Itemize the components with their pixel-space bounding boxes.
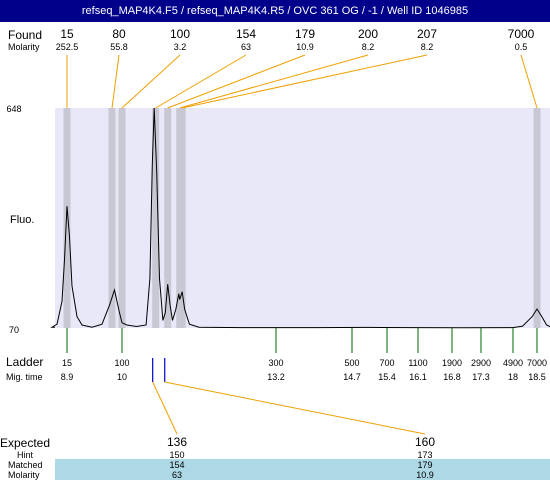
ladder-label: Ladder (6, 355, 43, 369)
found-peak-size: 15 (60, 27, 74, 41)
ladder-time-label: 15.4 (378, 372, 396, 382)
electropherogram-chart: Found Molarity Fluo. Ladder Mig. time Ex… (0, 27, 550, 480)
found-peak-molarity: 55.8 (110, 42, 128, 52)
ladder-size-label: 500 (344, 358, 359, 368)
ladder-size-label: 100 (114, 358, 129, 368)
matched-row-background (55, 459, 550, 469)
found-peak-size: 179 (295, 27, 315, 41)
ladder-size-label: 700 (379, 358, 394, 368)
ladder-time-label: 14.7 (343, 372, 361, 382)
ladder-size-label: 2900 (471, 358, 491, 368)
found-peak-size: 100 (170, 27, 190, 41)
plot-area (55, 108, 550, 328)
found-peak-molarity: 10.9 (296, 42, 314, 52)
expected-size: 136 (167, 435, 187, 449)
found-peak-connector (111, 54, 120, 109)
ladder-time-label: 16.1 (409, 372, 427, 382)
molarity-label: Molarity (8, 42, 40, 52)
expected-size: 160 (415, 435, 435, 449)
ladder-time-label: 17.3 (472, 372, 490, 382)
found-peak-molarity: 8.2 (362, 42, 375, 52)
expected-hint: 173 (417, 450, 432, 460)
ladder-size-label: 4900 (503, 358, 523, 368)
window-title: refseq_MAP4K4.F5 / refseq_MAP4K4.R5 / OV… (0, 0, 550, 22)
ladder-size-label: 7000 (527, 358, 547, 368)
fluo-label: Fluo. (10, 214, 34, 226)
found-peak-connector (182, 54, 428, 109)
found-peak-size: 154 (236, 27, 256, 41)
found-peak-connector (179, 54, 369, 109)
mig-time-label: Mig. time (6, 372, 43, 382)
ladder-time-label: 18.5 (528, 372, 546, 382)
hint-label: Hint (17, 450, 34, 460)
found-peak-size: 207 (417, 27, 437, 41)
expected-label: Expected (0, 436, 50, 450)
molarity-bottom-label: Molarity (8, 470, 40, 480)
found-peak-molarity: 0.5 (515, 42, 528, 52)
peak-band (63, 108, 71, 328)
found-peak-molarity: 3.2 (174, 42, 187, 52)
expected-molarity: 63 (172, 470, 182, 480)
found-peak-molarity: 63 (241, 42, 251, 52)
found-peak-molarity: 8.2 (421, 42, 434, 52)
peak-band (108, 108, 116, 328)
matched-label: Matched (8, 460, 43, 470)
ladder-time-label: 16.8 (443, 372, 461, 382)
found-peak-connector (121, 54, 181, 109)
ladder-time-label: 13.2 (267, 372, 285, 382)
ladder-size-label: 1900 (442, 358, 462, 368)
found-peak-molarity: 252.5 (56, 42, 79, 52)
found-peak-size: 7000 (508, 27, 535, 41)
fluorescence-trace (50, 107, 550, 329)
ladder-time-label: 8.9 (61, 372, 74, 382)
peak-band (533, 108, 541, 328)
ladder-size-label: 1100 (408, 358, 427, 368)
molarity-row-background (55, 469, 550, 480)
expected-molarity: 10.9 (416, 470, 434, 480)
peak-band (118, 108, 126, 328)
expected-connector (164, 381, 426, 435)
ladder-time-label: 10 (117, 372, 127, 382)
peak-band (178, 108, 186, 328)
found-label: Found (8, 28, 42, 42)
found-peak-connector (155, 54, 247, 109)
expected-matched: 179 (417, 460, 432, 470)
found-peak-size: 200 (358, 27, 378, 41)
found-peak-connector (167, 54, 306, 109)
found-peak-connector (520, 54, 538, 109)
peak-band (152, 108, 160, 328)
found-peak-size: 80 (112, 27, 126, 41)
y-tick-label-max: 648 (6, 104, 21, 114)
expected-matched: 154 (169, 460, 184, 470)
expected-hint: 150 (169, 450, 184, 460)
ladder-time-label: 18 (508, 372, 518, 382)
expected-connector (152, 381, 178, 435)
peak-band (164, 108, 172, 328)
ladder-size-label: 300 (268, 358, 283, 368)
y-tick-label-min: 70 (9, 325, 19, 335)
ladder-size-label: 15 (62, 358, 72, 368)
